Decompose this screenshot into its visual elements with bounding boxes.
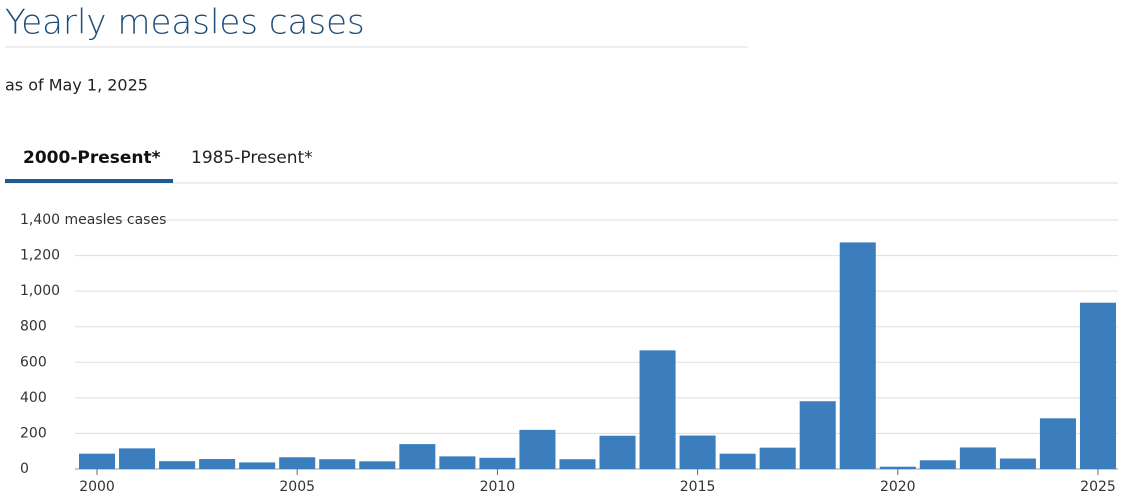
bar xyxy=(679,435,716,469)
bar xyxy=(159,461,196,469)
y-tick-label: 1,200 xyxy=(20,248,60,264)
x-tick-label: 2025 xyxy=(1080,479,1116,495)
tab-underline xyxy=(5,179,173,183)
bar xyxy=(359,461,396,469)
x-tick-label: 2005 xyxy=(279,479,315,495)
bar xyxy=(519,429,556,469)
bar xyxy=(119,448,156,469)
bar xyxy=(199,459,236,469)
bar xyxy=(639,350,676,469)
page-title: Yearly measles cases xyxy=(5,3,365,43)
bar xyxy=(319,459,356,469)
x-tick-label: 2015 xyxy=(680,479,716,495)
bar xyxy=(239,462,276,469)
x-tick-label: 2020 xyxy=(880,479,916,495)
x-tick-label: 2000 xyxy=(79,479,115,495)
bar xyxy=(439,456,476,469)
tab[interactable]: 1985-Present* xyxy=(191,148,313,168)
y-tick-label: 600 xyxy=(20,354,47,370)
bar xyxy=(279,457,316,469)
bar xyxy=(399,444,436,469)
bar xyxy=(79,453,116,469)
bar xyxy=(559,459,596,469)
bar xyxy=(839,242,876,469)
y-tick-label: 200 xyxy=(20,425,47,441)
bar xyxy=(719,453,756,469)
y-tick-label: 0 xyxy=(20,461,29,477)
bar xyxy=(479,457,516,469)
bar xyxy=(879,466,916,469)
y-tick-label: 400 xyxy=(20,390,47,406)
y-tick-label: 1,400 measles cases xyxy=(20,212,166,228)
bar xyxy=(799,401,836,469)
bar xyxy=(599,435,636,469)
bar xyxy=(1039,418,1076,469)
bar xyxy=(999,458,1036,469)
x-tick-label: 2010 xyxy=(480,479,516,495)
bar xyxy=(919,460,956,469)
subtitle: as of May 1, 2025 xyxy=(5,76,148,95)
bar xyxy=(759,447,796,469)
tab-active[interactable]: 2000-Present* xyxy=(23,148,161,168)
y-tick-label: 800 xyxy=(20,319,47,335)
bar xyxy=(1079,302,1116,469)
y-tick-label: 1,000 xyxy=(20,283,60,299)
bar xyxy=(959,447,996,469)
